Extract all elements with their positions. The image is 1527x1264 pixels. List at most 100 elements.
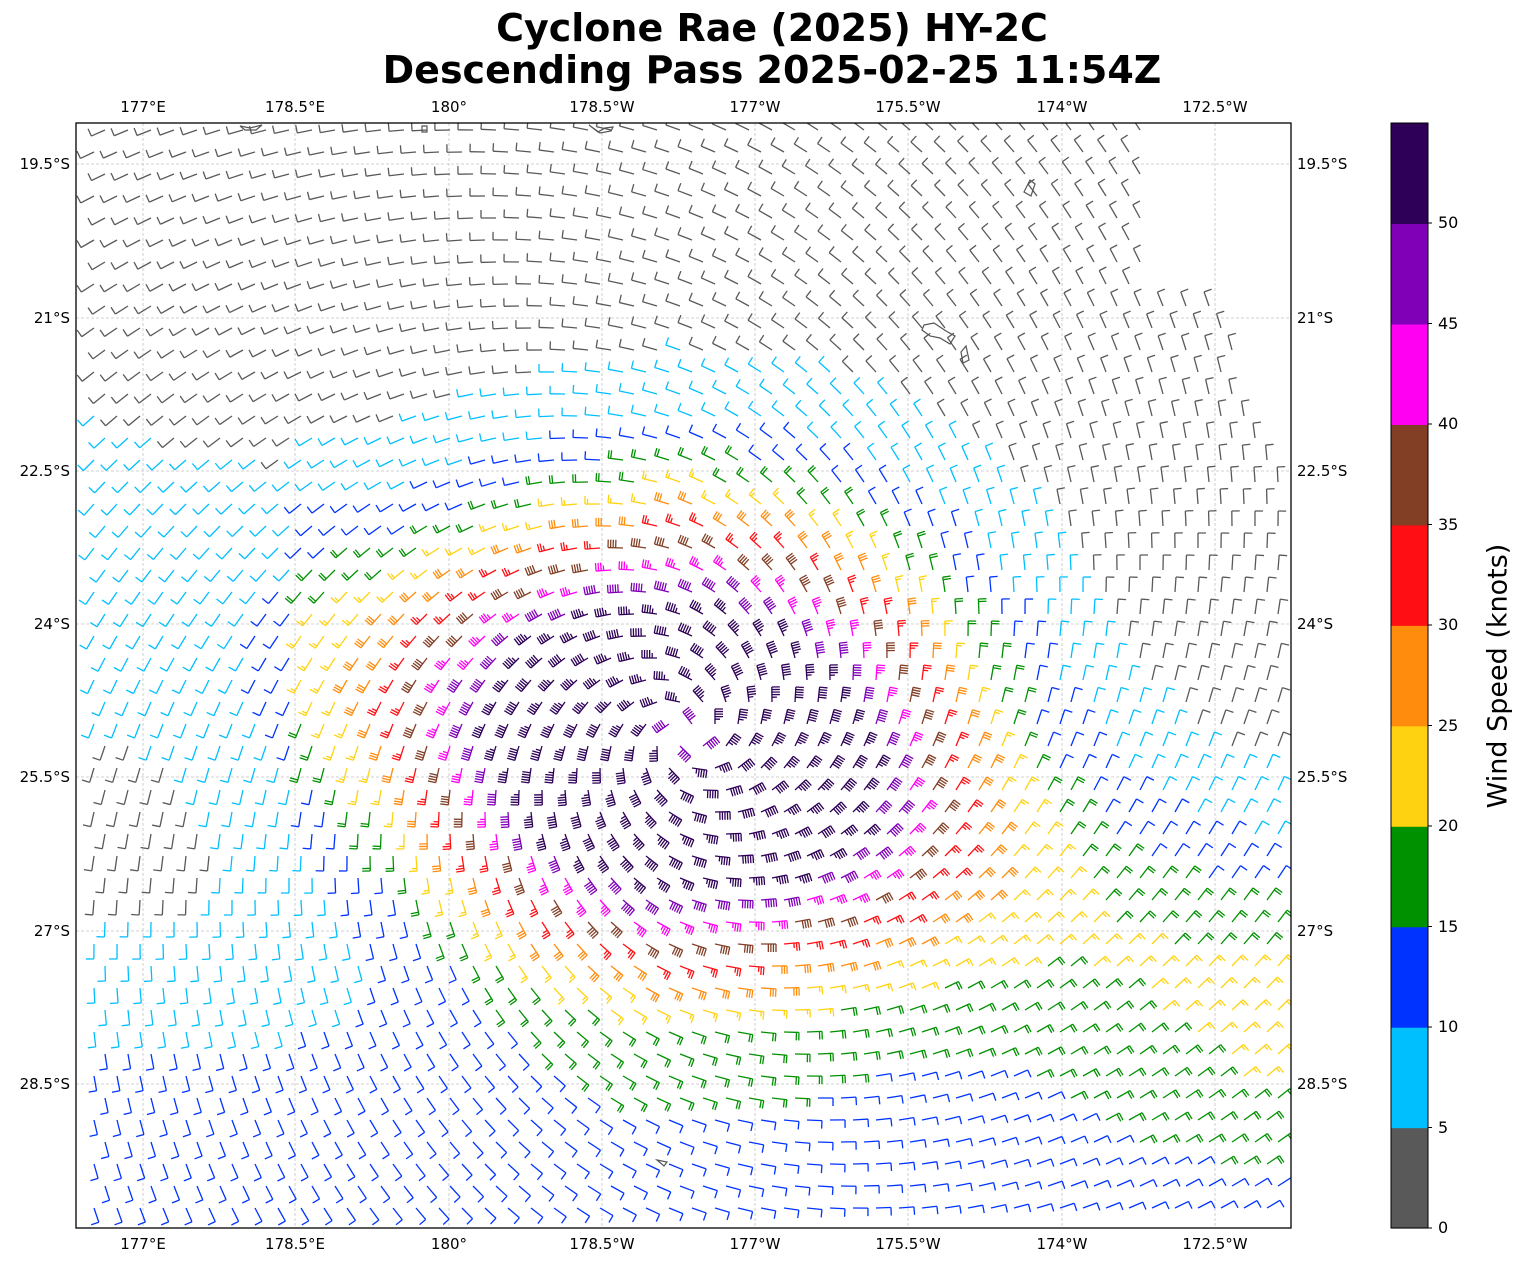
wind-barb-flag [363, 527, 370, 536]
wind-barb-flag [520, 726, 529, 732]
wind-barb-flag [1119, 642, 1128, 646]
wind-barb-shaft [875, 846, 889, 857]
wind-barb-flag [850, 826, 857, 834]
wind-barb-shaft [283, 745, 290, 761]
wind-barb-flag [897, 823, 904, 830]
wind-barb-flag [87, 262, 93, 271]
wind-barb-shaft [400, 151, 417, 154]
wind-barb-flag [708, 835, 711, 844]
wind-barb-flag [792, 852, 797, 861]
wind-barb-flag [1056, 487, 1065, 490]
wind-barb-shaft [840, 230, 854, 241]
wind-barb-shaft [981, 227, 992, 241]
wind-barb-shaft [1075, 314, 1084, 329]
wind-barb-flag [684, 793, 690, 802]
wind-barb-flag [1066, 753, 1074, 759]
wind-barb-flag [680, 666, 686, 675]
wind-barb-flag [225, 305, 231, 313]
wind-barb-flag [809, 763, 815, 768]
wind-barb-shaft [411, 129, 428, 132]
wind-barb-flag [555, 654, 562, 662]
wind-barb-flag [421, 503, 427, 512]
wind-barb-shaft [573, 347, 589, 351]
wind-barb-shaft [642, 522, 658, 527]
wind-barb-shaft [344, 437, 359, 446]
wind-barb-flag [855, 464, 863, 471]
wind-barb-shaft [276, 481, 290, 492]
wind-barb-flag [434, 524, 440, 533]
wind-barb-flag [559, 588, 564, 597]
wind-barb-shaft [817, 230, 831, 241]
wind-barb-flag [683, 836, 688, 845]
wind-barb-shaft [1065, 423, 1072, 439]
wind-barb-flag [1193, 354, 1202, 359]
wind-barb-flag [982, 736, 991, 741]
wind-barb-flag [799, 736, 807, 742]
wind-barb-flag [1134, 753, 1143, 759]
wind-barb-flag [263, 688, 272, 694]
wind-barb-flag [677, 358, 682, 367]
wind-barb-flag [856, 761, 864, 767]
wind-barb-flag [800, 534, 808, 541]
wind-barb-shaft [724, 188, 739, 197]
wind-barb-shaft [783, 427, 796, 439]
wind-barb-flag [836, 756, 844, 763]
wind-barb-shaft [117, 525, 129, 538]
wind-barb-flag [843, 785, 851, 792]
wind-barb-flag [998, 846, 1006, 853]
wind-barb-flag [704, 621, 711, 629]
wind-barb-flag [367, 663, 375, 669]
wind-barb-shaft [297, 305, 313, 312]
wind-barb-shaft [1066, 467, 1072, 483]
wind-barb-flag [463, 803, 472, 806]
wind-barb-flag [572, 384, 575, 393]
wind-barb-flag [426, 731, 435, 737]
wind-barb-shaft [665, 520, 681, 527]
wind-barb-flag [996, 803, 1004, 809]
wind-barb-flag [531, 610, 537, 618]
wind-barb-shaft [972, 424, 980, 439]
wind-barb-flag [611, 884, 619, 892]
wind-barb-shaft [1180, 335, 1187, 351]
wind-barb-shaft [805, 208, 819, 219]
wind-barb-flag [844, 830, 849, 836]
wind-barb-flag [400, 548, 407, 556]
wind-barb-shaft [595, 569, 612, 572]
wind-barb-flag [776, 736, 784, 742]
wind-barb-flag [808, 873, 813, 882]
wind-barb-flag [668, 770, 673, 776]
wind-barb-shaft [1128, 709, 1135, 725]
wind-barb-flag [528, 658, 536, 666]
wind-barb-flag [848, 827, 855, 835]
wind-barb-flag [1159, 421, 1168, 424]
wind-barb-flag [495, 682, 503, 689]
wind-barb-flag [1138, 509, 1147, 512]
wind-barb-flag [582, 682, 589, 690]
wind-barb-flag [353, 146, 356, 155]
wind-barb-flag [741, 640, 749, 646]
wind-barb-flag [977, 844, 985, 852]
wind-barb-shaft [1039, 248, 1049, 263]
wind-barb-shaft [1158, 379, 1164, 395]
wind-barb-flag [202, 215, 207, 224]
wind-barb-shaft [202, 723, 210, 739]
wind-barb-flag [306, 281, 311, 289]
wind-barb-flag [363, 302, 368, 311]
wind-barb-shaft [900, 381, 911, 395]
wind-barb-flag [913, 398, 921, 405]
wind-barb-shaft [1128, 576, 1131, 593]
wind-barb-shaft [805, 252, 819, 263]
wind-barb-flag [840, 849, 846, 858]
wind-barb-shaft [493, 459, 509, 464]
wind-barb-flag [693, 601, 699, 610]
wind-barb-flag [959, 354, 968, 360]
wind-barb-shaft [818, 317, 831, 329]
wind-barb-shaft [712, 474, 727, 483]
wind-barb-shaft [389, 217, 405, 221]
wind-barb-shaft [1185, 820, 1195, 835]
wind-barb-flag [394, 708, 400, 712]
wind-barb-flag [845, 530, 854, 536]
wind-barb-flag [787, 809, 792, 815]
wind-barb-flag [404, 729, 413, 734]
wind-barb-shaft [701, 277, 716, 285]
